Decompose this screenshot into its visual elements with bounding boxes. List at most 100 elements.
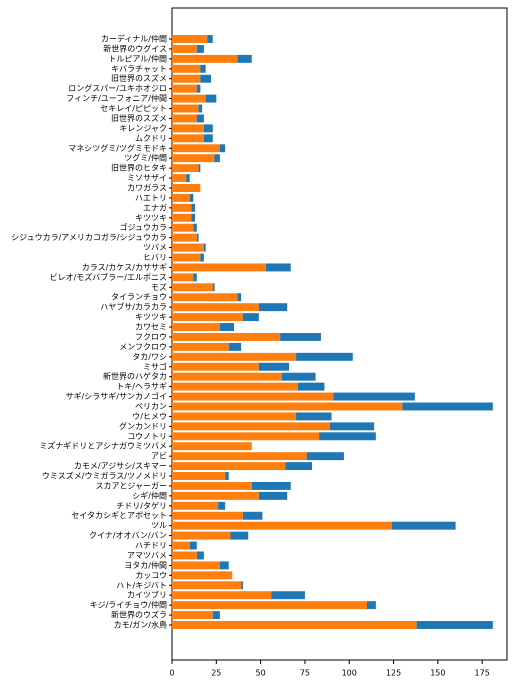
y-tick-label: チドリ/タゲリ	[116, 500, 167, 510]
y-tick-label: 新世界のハゲタカ	[103, 371, 167, 381]
bar	[172, 382, 298, 391]
y-tick-label: ウ/ヒメウ	[132, 412, 167, 421]
y-tick-label: シギ/仲間	[132, 490, 167, 500]
y-tick-label: カラス/カケス/カササギ	[82, 263, 167, 272]
bar	[258, 362, 289, 371]
x-tick-label: 175	[475, 669, 490, 678]
bar	[416, 621, 493, 629]
bar	[280, 332, 321, 341]
bar	[172, 84, 197, 93]
y-tick-label: ミソサザイ	[127, 174, 167, 183]
bar	[172, 392, 334, 401]
bar	[200, 74, 211, 83]
bar	[172, 323, 220, 332]
bar	[200, 64, 206, 73]
x-tick-label: 0	[169, 669, 174, 678]
y-tick-label: セイタカシギとアボセット	[71, 511, 167, 520]
bar	[297, 382, 325, 391]
bar	[172, 114, 197, 123]
bar	[306, 452, 344, 461]
bar	[391, 521, 456, 530]
bar	[172, 124, 204, 133]
bar	[219, 144, 226, 153]
bar	[172, 412, 297, 421]
bar	[333, 392, 415, 401]
bar	[271, 591, 305, 600]
bar	[172, 442, 252, 451]
bar	[258, 303, 288, 312]
bar	[172, 44, 197, 53]
y-tick-label: ウミスズメ/ウミガラス/ツノメドリ	[42, 471, 167, 481]
y-tick-label: ミズナギドリとアシナガウミツバメ	[39, 441, 167, 451]
bar	[219, 561, 229, 570]
bar	[203, 124, 213, 133]
bar	[228, 342, 242, 351]
y-tick-label: カワセミ	[135, 323, 167, 332]
bar	[172, 164, 199, 173]
bar	[281, 372, 316, 381]
bar	[172, 591, 272, 600]
y-tick-label: 旧世界のヒタキ	[111, 163, 167, 173]
y-tick-label: キツツキ	[135, 213, 167, 222]
bar	[196, 44, 204, 53]
bar	[258, 491, 288, 500]
y-tick-label: フクロウ	[135, 332, 167, 341]
bar	[172, 462, 286, 471]
bar	[172, 35, 208, 43]
bar	[191, 213, 196, 222]
bar	[172, 313, 243, 322]
x-tick-label: 75	[300, 669, 310, 678]
bar	[172, 104, 199, 113]
y-tick-label: エナガ	[143, 202, 167, 212]
x-tick-label: 25	[211, 669, 221, 678]
bar	[296, 352, 353, 361]
bar	[218, 501, 226, 510]
bar	[200, 253, 204, 262]
bar	[193, 223, 197, 232]
y-tick-label: 新世界のウズラ	[111, 610, 167, 620]
bar	[203, 134, 213, 143]
y-tick-label: 新世界のウグイス	[103, 43, 167, 53]
y-tick-label: タイランチョウ	[111, 293, 167, 302]
bar	[172, 472, 226, 480]
y-tick-label: 旧世界のスズメ	[111, 73, 167, 83]
y-tick-label: ハヤブサ/カラカラ	[100, 302, 167, 312]
bar	[172, 511, 243, 520]
bar	[172, 561, 220, 570]
y-tick-label: ミサゴ	[143, 361, 167, 371]
bar	[196, 233, 199, 242]
y-tick-label: タカ/ワシ	[132, 352, 167, 361]
bar	[225, 472, 229, 480]
x-tick-label: 150	[430, 669, 445, 678]
y-tick-label: シジュウカラ/アメリカコガラ/シジュウカラ	[11, 232, 167, 242]
bar	[212, 611, 220, 620]
bar	[189, 541, 197, 550]
y-tick-label: ハチドリ	[135, 541, 167, 550]
bar	[172, 184, 201, 192]
bar	[172, 74, 201, 83]
x-tick-label: 125	[386, 669, 401, 678]
bar	[172, 273, 194, 282]
bar	[205, 94, 217, 103]
y-tick-label: ツル	[151, 521, 167, 530]
y-tick-label: ペリカン	[135, 402, 167, 411]
bar	[172, 54, 238, 63]
y-tick-label: カワガラス	[127, 182, 167, 192]
bar	[172, 402, 403, 411]
bar	[242, 511, 263, 520]
bar	[172, 303, 259, 312]
y-tick-label: ゴジュウカラ	[120, 222, 167, 232]
bar	[172, 283, 213, 292]
bar	[172, 452, 307, 461]
bar	[296, 412, 332, 421]
bar	[172, 64, 201, 73]
y-tick-label: メンフクロウ	[119, 342, 167, 351]
bar	[172, 243, 204, 252]
bar	[172, 134, 204, 143]
y-tick-label: 旧世界のスズメ	[111, 113, 167, 123]
y-tick-label: ムクドリ	[135, 134, 167, 143]
y-tick-label: ロングスパー/ユキホオジロ	[68, 83, 167, 93]
bar	[172, 293, 238, 302]
bar	[191, 203, 196, 212]
bar	[203, 243, 206, 252]
